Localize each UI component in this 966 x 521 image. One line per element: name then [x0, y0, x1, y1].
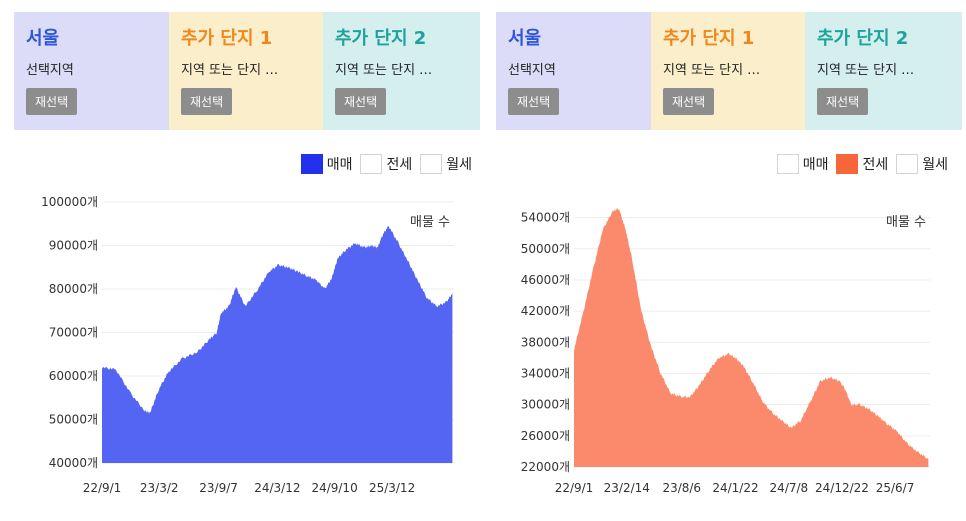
region-card-primary[interactable]: 서울 선택지역 재선택	[14, 12, 169, 130]
chart-panel-jeonse: 서울 선택지역 재선택 추가 단지 1 지역 또는 단지 … 재선택 추가 단지…	[496, 0, 962, 521]
region-subtitle: 지역 또는 단지 …	[663, 63, 761, 78]
region-subtitle: 선택지역	[26, 63, 74, 78]
reselect-button[interactable]: 재선택	[335, 88, 387, 115]
y-tick-label: 38000개	[521, 335, 570, 349]
x-tick-label: 23/3/2	[140, 481, 179, 495]
region-title: 추가 단지 2	[335, 28, 427, 49]
legend-toggle-jeonse[interactable]: 전세	[360, 154, 412, 174]
x-tick-label: 23/2/14	[604, 481, 650, 495]
legend-swatch	[420, 154, 443, 174]
region-subtitle: 지역 또는 단지 …	[335, 63, 433, 78]
chart-legend: 매매 전세 월세	[776, 154, 948, 174]
legend-swatch	[776, 154, 799, 174]
legend-label: 매매	[802, 157, 829, 173]
y-tick-label: 80000개	[49, 282, 98, 296]
x-tick-label: 25/6/7	[876, 481, 915, 495]
region-subtitle: 지역 또는 단지 …	[817, 63, 915, 78]
region-subtitle: 지역 또는 단지 …	[181, 63, 279, 78]
region-selector: 서울 선택지역 재선택 추가 단지 1 지역 또는 단지 … 재선택 추가 단지…	[14, 12, 480, 130]
x-tick-label: 24/1/22	[712, 481, 758, 495]
legend-swatch	[300, 154, 323, 174]
reselect-button[interactable]: 재선택	[663, 88, 715, 115]
chart-panel-sale: 서울 선택지역 재선택 추가 단지 1 지역 또는 단지 … 재선택 추가 단지…	[14, 0, 480, 521]
y-tick-label: 22000개	[521, 460, 570, 474]
y-tick-label: 40000개	[49, 456, 98, 470]
x-tick-label: 23/9/7	[199, 481, 238, 495]
region-title: 서울	[508, 28, 542, 49]
legend-label: 전세	[386, 157, 413, 173]
reselect-button[interactable]: 재선택	[181, 88, 233, 115]
legend-label: 전세	[862, 157, 889, 173]
jeonse-listings-chart: 22000개 26000개 30000개 34000개 38000개 42000개 4600…	[521, 207, 930, 495]
region-card-extra-2[interactable]: 추가 단지 2 지역 또는 단지 … 재선택	[323, 12, 480, 130]
x-tick-label: 24/9/10	[311, 481, 357, 495]
legend-toggle-jeonse[interactable]: 전세	[836, 154, 888, 174]
chart-legend: 매매 전세 월세	[300, 154, 472, 174]
region-card-primary[interactable]: 서울 선택지역 재선택	[496, 12, 651, 130]
chart-annotation: 매물 수	[886, 215, 926, 230]
y-tick-label: 30000개	[521, 398, 570, 412]
legend-swatch	[360, 154, 383, 174]
reselect-button[interactable]: 재선택	[817, 88, 869, 115]
region-title: 서울	[26, 28, 60, 49]
legend-swatch	[896, 154, 919, 174]
y-tick-label: 50000개	[49, 413, 98, 427]
x-tick-label: 23/8/6	[662, 481, 701, 495]
x-tick-label: 22/9/1	[555, 481, 594, 495]
region-card-extra-2[interactable]: 추가 단지 2 지역 또는 단지 … 재선택	[805, 12, 962, 130]
legend-toggle-wolse[interactable]: 월세	[896, 154, 948, 174]
legend-toggle-sale[interactable]: 매매	[300, 154, 353, 174]
legend-label: 매매	[326, 157, 353, 173]
region-title: 추가 단지 1	[663, 28, 755, 49]
y-tick-label: 100000개	[41, 195, 98, 209]
y-tick-label: 34000개	[521, 366, 570, 380]
y-tick-label: 46000개	[521, 273, 570, 287]
legend-toggle-sale[interactable]: 매매	[776, 154, 829, 174]
region-card-extra-1[interactable]: 추가 단지 1 지역 또는 단지 … 재선택	[651, 12, 805, 130]
region-card-extra-1[interactable]: 추가 단지 1 지역 또는 단지 … 재선택	[169, 12, 323, 130]
legend-label: 월세	[922, 157, 948, 173]
listings-area-series	[102, 225, 453, 463]
legend-label: 월세	[446, 157, 472, 173]
region-title: 추가 단지 2	[817, 28, 909, 49]
y-tick-label: 60000개	[49, 369, 98, 383]
y-tick-label: 26000개	[521, 429, 570, 443]
y-tick-label: 54000개	[521, 211, 570, 225]
region-title: 추가 단지 1	[181, 28, 273, 49]
x-tick-label: 25/3/12	[369, 481, 415, 495]
y-tick-label: 90000개	[49, 239, 98, 253]
legend-swatch	[836, 154, 859, 174]
y-tick-label: 70000개	[49, 326, 98, 340]
region-subtitle: 선택지역	[508, 63, 556, 78]
y-tick-label: 50000개	[521, 242, 570, 256]
x-tick-label: 22/9/1	[83, 481, 122, 495]
x-tick-label: 24/7/8	[770, 481, 809, 495]
legend-toggle-wolse[interactable]: 월세	[420, 154, 472, 174]
listings-area-series	[574, 207, 929, 468]
region-selector: 서울 선택지역 재선택 추가 단지 1 지역 또는 단지 … 재선택 추가 단지…	[496, 12, 962, 130]
sale-listings-chart: 40000개 50000개 60000개 70000개 80000개 90000개 1000…	[41, 195, 454, 495]
reselect-button[interactable]: 재선택	[508, 88, 560, 115]
chart-annotation: 매물 수	[410, 215, 450, 230]
y-tick-label: 42000개	[521, 304, 570, 318]
x-tick-label: 24/3/12	[254, 481, 300, 495]
x-tick-label: 24/12/22	[815, 481, 869, 495]
reselect-button[interactable]: 재선택	[26, 88, 78, 115]
